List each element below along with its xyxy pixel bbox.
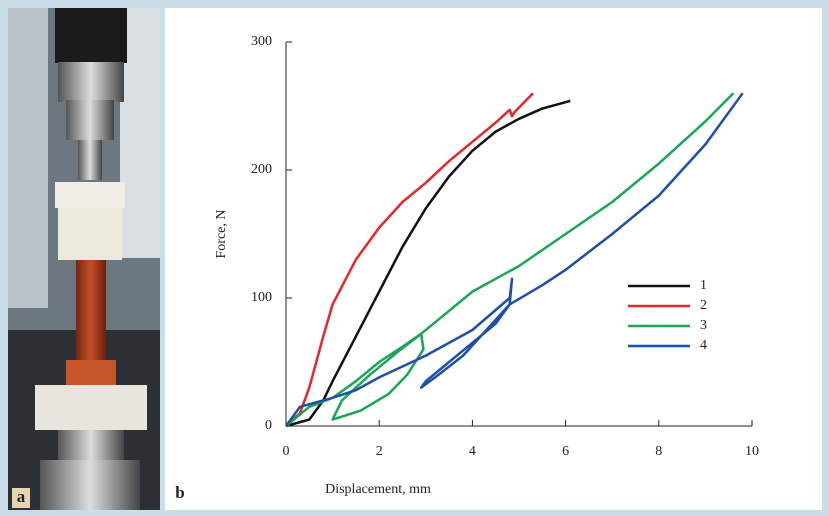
x-tick-label: 4 [469, 444, 476, 459]
y-tick-label: 300 [251, 34, 272, 49]
chart-panel [165, 8, 822, 510]
legend-label: 2 [700, 298, 707, 313]
y-tick-label: 200 [251, 162, 272, 177]
series-line [285, 92, 735, 427]
x-tick-label: 8 [655, 444, 662, 459]
photo [8, 8, 160, 510]
y-tick-label: 0 [265, 418, 272, 433]
series-line [284, 92, 744, 427]
y-tick-label: 100 [251, 290, 272, 305]
x-axis-label: Displacement, mm [325, 482, 431, 497]
panel-label: b [175, 483, 184, 502]
legend-label: 3 [700, 318, 707, 333]
y-axis-label: Force, N [214, 210, 229, 259]
legend-label: 1 [700, 278, 707, 293]
x-tick-label: 0 [283, 444, 290, 459]
panel-label: a [17, 487, 26, 506]
x-tick-label: 2 [376, 444, 383, 459]
series-line [285, 99, 571, 428]
x-tick-label: 10 [745, 444, 759, 459]
panel-label-bg [12, 488, 30, 508]
legend-label: 4 [700, 338, 707, 353]
series-line [285, 92, 534, 427]
x-tick-label: 6 [562, 444, 569, 459]
